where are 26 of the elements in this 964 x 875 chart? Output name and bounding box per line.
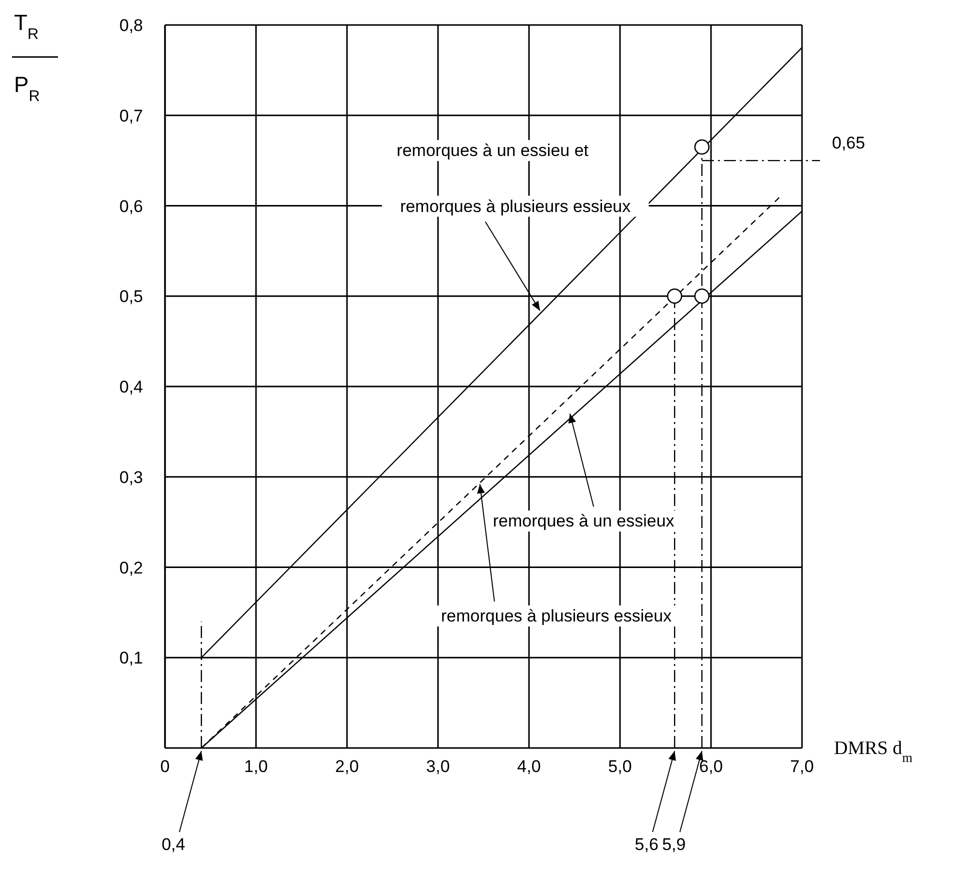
ref-line-label: 0,4	[162, 835, 186, 854]
y-tick-label: 0,7	[119, 106, 143, 126]
y-tick-label: 0,4	[119, 378, 143, 396]
ref-line-label: 0,65	[832, 134, 866, 153]
x-tick-label: 4,0	[517, 757, 541, 776]
x-tick-label: 2,0	[335, 757, 359, 776]
x-tick-label: 3,0	[426, 757, 450, 776]
x-axis-title: DMRS d$_{m}$	[834, 738, 914, 764]
y-tick-label: 0,2	[119, 558, 143, 578]
x-tick-label: 5,0	[608, 757, 632, 776]
annotation: remorques à plusieurs essieux	[400, 196, 632, 216]
text: T$_{R}$ P$_{R}$	[14, 10, 40, 104]
annotation: remorques à plusieurs essieux	[441, 606, 672, 626]
annotation: remorques à un essieu et	[396, 141, 589, 160]
ref-line-label: 5,6	[634, 835, 658, 854]
y-tick-label: 0,3	[119, 468, 143, 487]
y-tick-label: 0,8	[119, 16, 143, 35]
y-tick-label: 0,1	[119, 648, 143, 668]
x-tick-label: 1,0	[244, 757, 268, 776]
y-tick-label: 0,5	[119, 287, 143, 306]
x-tick-label: 7,0	[790, 757, 814, 776]
x-tick-label: 6,0	[699, 757, 723, 776]
ref-line-label: 5,9	[662, 835, 686, 854]
annotation: remorques à un essieux	[492, 512, 675, 531]
y-tick-label: 0,6	[119, 196, 143, 216]
x-tick-label: 0	[160, 757, 170, 776]
